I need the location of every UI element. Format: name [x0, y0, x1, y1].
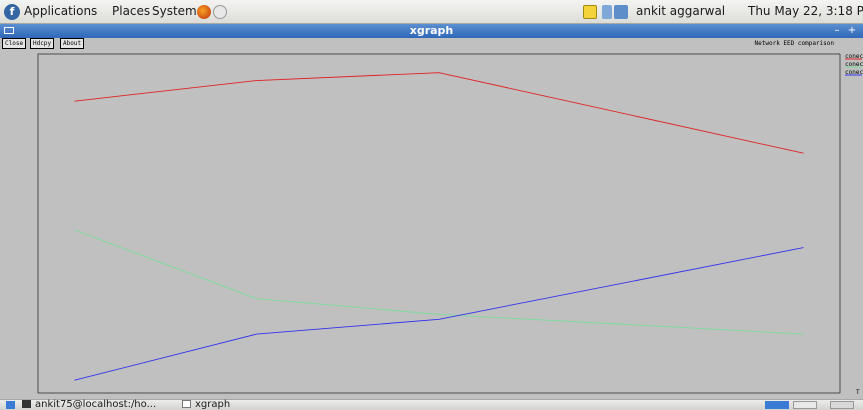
menu-applications[interactable]: Applications — [24, 4, 98, 18]
show-desktop-icon[interactable] — [6, 401, 15, 409]
maximize-icon[interactable]: + — [847, 25, 857, 36]
legend-label-1: conec — [845, 53, 863, 60]
edit-icon[interactable] — [583, 5, 597, 19]
top-panel: f Applications Places System ankit aggar… — [0, 0, 863, 24]
terminal-icon — [22, 400, 31, 408]
line-chart: 58,000060,000062,000064,000066,000068,00… — [8, 40, 863, 396]
workspace-1-icon[interactable] — [765, 401, 789, 409]
firefox-icon[interactable] — [197, 5, 211, 19]
legend-label-2: conec — [845, 61, 863, 68]
taskbar-item-terminal[interactable]: ankit75@localhost:/ho... — [22, 400, 156, 410]
legend-label-3: conec — [845, 69, 863, 76]
updates-icon[interactable] — [614, 5, 628, 19]
series-line-1 — [74, 72, 804, 154]
menu-system[interactable]: System — [152, 4, 197, 18]
series-line-2 — [74, 229, 804, 335]
user-name[interactable]: ankit aggarwal — [636, 4, 726, 18]
x-axis-unit: T — [856, 389, 860, 396]
menu-places[interactable]: Places — [112, 4, 151, 18]
network-icon[interactable] — [602, 5, 612, 19]
graph-title: Network EED comparison — [755, 40, 835, 47]
taskbar-label: xgraph — [195, 399, 231, 410]
about-button[interactable]: About — [60, 38, 85, 49]
window-menu-icon[interactable] — [4, 27, 14, 34]
taskbar-item-xgraph[interactable]: xgraph — [182, 400, 230, 410]
workspace-2-icon[interactable] — [793, 401, 817, 409]
xgraph-canvas: 58,000060,000062,000064,000066,000068,00… — [0, 38, 863, 399]
bottom-panel: ankit75@localhost:/ho... xgraph — [0, 399, 863, 410]
window-title: xgraph — [409, 24, 454, 37]
hdcpy-button[interactable]: Hdcpy — [30, 38, 55, 49]
window-titlebar[interactable]: xgraph – + — [0, 24, 863, 38]
gnome-foot-icon[interactable]: f — [4, 4, 20, 20]
minimize-icon[interactable]: – — [834, 25, 840, 36]
plot-frame — [37, 53, 841, 394]
taskbar-label: ankit75@localhost:/ho... — [35, 399, 157, 410]
trash-icon[interactable] — [830, 401, 854, 409]
close-button[interactable]: Close — [2, 38, 27, 49]
window-icon — [182, 400, 191, 408]
clock[interactable]: Thu May 22, 3:18 PM — [748, 4, 863, 18]
help-icon[interactable] — [213, 5, 227, 19]
series-line-3 — [74, 247, 804, 381]
